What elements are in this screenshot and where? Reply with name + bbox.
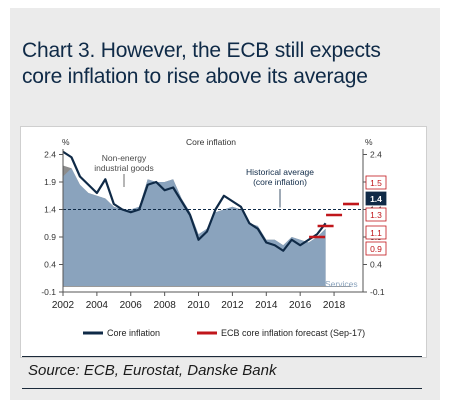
inner-chart-title: Core inflation (186, 137, 236, 147)
source-rule-top (22, 356, 422, 357)
annotations-layer: 1.5 1.4 1.3 1.1 0.9 Non-energy industrial good… (94, 153, 387, 289)
right-label-box (365, 225, 387, 240)
annotation-historical: Historical average (core inflation) (246, 167, 314, 187)
core-inflation-line (62, 150, 327, 252)
right-label: 1.1 (370, 228, 382, 238)
grid-layer (63, 209, 371, 287)
lines-layer (62, 150, 359, 252)
x-tick-label: 2018 (323, 300, 346, 311)
unit-right: % (365, 137, 373, 147)
right-label-box (365, 175, 387, 190)
x-tick-label: 2014 (255, 300, 278, 311)
right-label: 1.3 (370, 210, 382, 220)
annotation-services-pointer (306, 277, 324, 285)
y-tick-label-left: 0.4 (44, 260, 56, 270)
x-tick-label: 2004 (86, 300, 109, 311)
chart-source: Source: ECB, Eurostat, Danske Bank (28, 362, 277, 379)
y-tick-label-right: 0.4 (370, 260, 382, 270)
y-tick-label-right: -0.1 (370, 287, 385, 297)
annotation-historical-line1: Historical average (246, 167, 314, 177)
legend-core-label: Core inflation (107, 328, 160, 338)
annotation-services: Services (325, 279, 358, 289)
unit-left: % (62, 137, 70, 147)
source-rule-bottom (22, 388, 422, 389)
y-tick-label-left: 0.9 (44, 232, 56, 242)
axes-layer: 2.42.41.91.91.41.40.90.90.40.4-0.1-0.120… (41, 137, 385, 311)
x-tick-label: 2012 (221, 300, 244, 311)
right-label-box (365, 207, 387, 222)
legend-forecast-label: ECB core inflation forecast (Sep-17) (221, 328, 365, 338)
y-tick-label-left: 1.4 (44, 205, 56, 215)
right-label: 1.4 (370, 194, 382, 204)
x-tick-label: 2002 (52, 300, 75, 311)
annotation-non-energy-line1: Non-energy (102, 153, 147, 163)
y-tick-label-right: 2.4 (370, 150, 382, 160)
x-tick-label: 2010 (187, 300, 210, 311)
y-tick-label-left: 1.9 (44, 177, 56, 187)
annotation-non-energy: Non-energy industrial goods (94, 153, 154, 173)
legend-layer: Core inflation ECB core inflation forecas… (83, 328, 365, 338)
y-tick-label-left: 2.4 (44, 150, 56, 160)
annotation-non-energy-line2: industrial goods (94, 163, 154, 173)
right-label: 1.5 (370, 178, 382, 188)
x-tick-label: 2006 (120, 300, 143, 311)
y-tick-label-left: -0.1 (41, 287, 56, 297)
right-label: 0.9 (370, 244, 382, 254)
right-label-box (365, 241, 387, 256)
right-label-box (365, 191, 387, 206)
x-tick-label: 2008 (154, 300, 177, 311)
annotation-historical-line2: (core inflation) (253, 177, 307, 187)
chart-heading: Chart 3. However, the ECB still expects … (22, 39, 381, 88)
chart-container: 2.42.41.91.91.41.40.90.90.40.4-0.1-0.120… (20, 126, 427, 358)
chart-svg: 2.42.41.91.91.41.40.90.90.40.4-0.1-0.120… (41, 137, 387, 338)
x-tick-label: 2016 (289, 300, 312, 311)
